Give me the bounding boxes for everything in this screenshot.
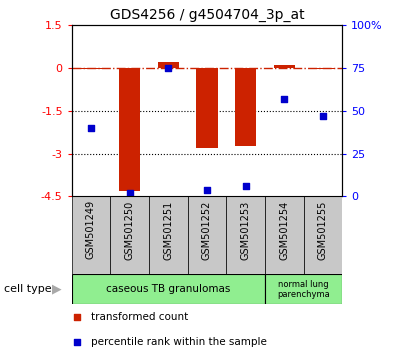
Bar xyxy=(72,196,110,274)
Bar xyxy=(119,68,140,191)
Title: GDS4256 / g4504704_3p_at: GDS4256 / g4504704_3p_at xyxy=(109,8,304,22)
Text: GSM501251: GSM501251 xyxy=(163,200,173,259)
Bar xyxy=(312,68,334,69)
Bar xyxy=(187,196,226,274)
Point xyxy=(281,96,287,102)
Point xyxy=(127,190,133,196)
Bar xyxy=(110,196,149,274)
Point xyxy=(242,183,249,189)
Text: caseous TB granulomas: caseous TB granulomas xyxy=(106,284,230,295)
Text: GSM501254: GSM501254 xyxy=(279,200,289,259)
Point xyxy=(165,65,172,70)
Bar xyxy=(72,274,265,304)
Point xyxy=(74,339,80,344)
Point xyxy=(320,113,326,119)
Text: percentile rank within the sample: percentile rank within the sample xyxy=(91,337,266,347)
Text: GSM501250: GSM501250 xyxy=(125,200,135,259)
Point xyxy=(74,314,80,320)
Bar xyxy=(235,68,256,147)
Bar xyxy=(304,196,342,274)
Bar xyxy=(274,65,295,68)
Bar xyxy=(265,196,304,274)
Point xyxy=(204,187,210,193)
Text: transformed count: transformed count xyxy=(91,312,188,322)
Point xyxy=(88,125,94,131)
Text: GSM501255: GSM501255 xyxy=(318,200,328,260)
Bar xyxy=(80,68,101,69)
Bar xyxy=(158,62,179,68)
Text: GSM501252: GSM501252 xyxy=(202,200,212,260)
Bar xyxy=(196,68,218,148)
Text: ▶: ▶ xyxy=(52,283,61,296)
Bar xyxy=(265,274,342,304)
Bar xyxy=(149,196,187,274)
Text: GSM501253: GSM501253 xyxy=(241,200,251,259)
Text: cell type: cell type xyxy=(4,284,52,295)
Text: GSM501249: GSM501249 xyxy=(86,200,96,259)
Bar xyxy=(226,196,265,274)
Text: normal lung
parenchyma: normal lung parenchyma xyxy=(277,280,330,299)
